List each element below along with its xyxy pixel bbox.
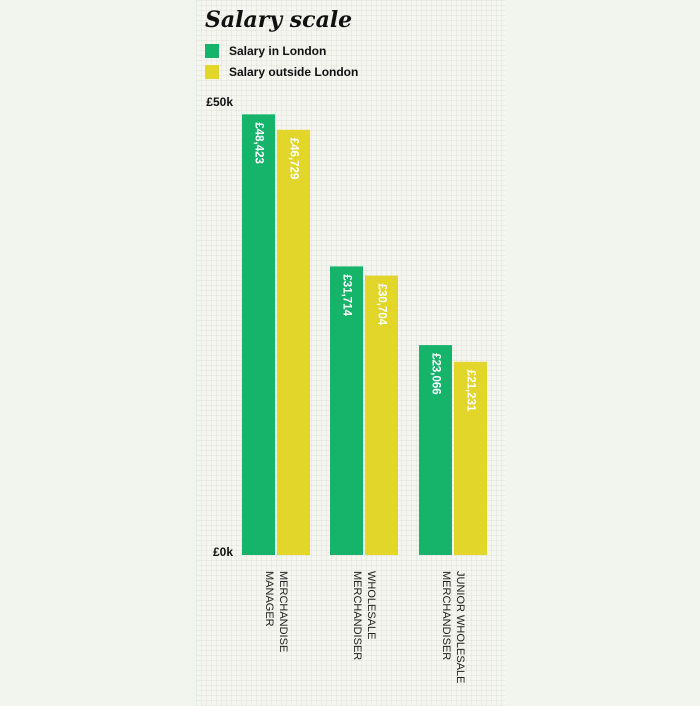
bar-value-label: £48,423 xyxy=(252,122,264,164)
chart-title: Salary scale xyxy=(205,7,353,33)
bar-value-label: £23,066 xyxy=(429,353,441,395)
category-label: JUNIOR WHOLESALE xyxy=(454,571,466,683)
category-label: MANAGER xyxy=(263,571,275,627)
legend-swatch-outside xyxy=(205,65,219,79)
legend-item-outside: Salary outside London xyxy=(205,65,358,79)
bar xyxy=(365,275,398,555)
bar xyxy=(242,114,275,555)
category-label: MERCHANDISER xyxy=(351,571,363,660)
category-label: MERCHANDISE xyxy=(277,571,289,652)
legend-label-outside: Salary outside London xyxy=(229,65,359,79)
legend-item-london: Salary in London xyxy=(205,44,326,58)
y-tick-label: £50k xyxy=(206,95,233,109)
bar xyxy=(330,266,363,555)
bar xyxy=(419,345,452,555)
bar-value-label: £46,729 xyxy=(287,138,299,180)
bar xyxy=(454,361,487,555)
legend-swatch-london xyxy=(205,44,219,58)
category-label: MERCHANDISER xyxy=(440,571,452,660)
bar-value-label: £21,231 xyxy=(464,370,476,412)
bar xyxy=(277,129,310,555)
category-label: WHOLESALE xyxy=(365,571,377,639)
y-tick-label: £0k xyxy=(213,545,233,559)
bar-value-label: £31,714 xyxy=(340,274,352,316)
bar-value-label: £30,704 xyxy=(375,284,387,326)
legend-label-london: Salary in London xyxy=(229,44,327,58)
